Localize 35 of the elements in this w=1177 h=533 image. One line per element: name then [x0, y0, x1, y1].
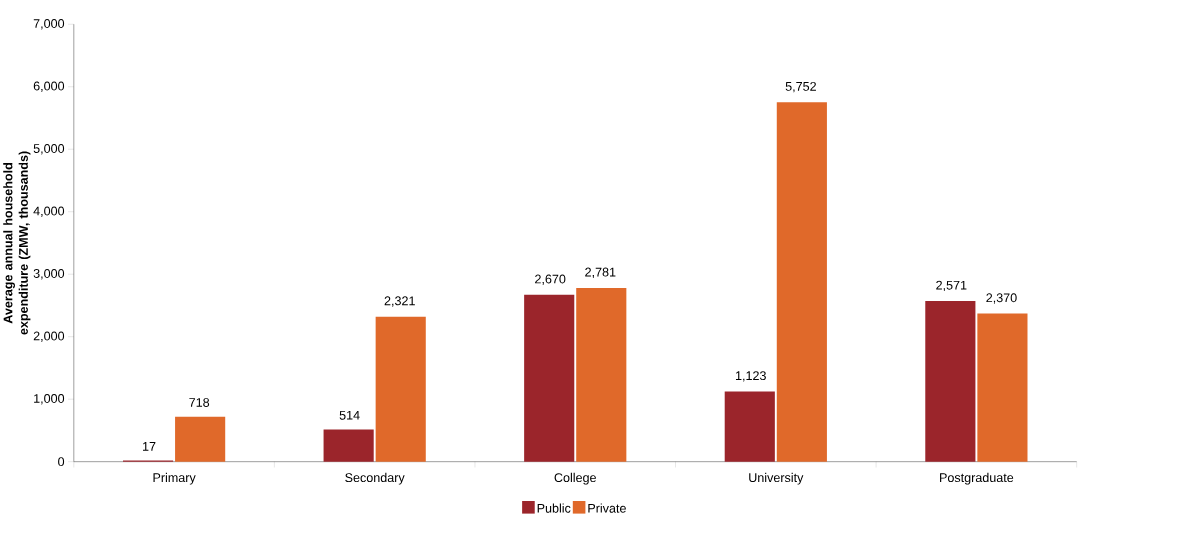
data-label: 2,571: [936, 280, 967, 291]
y-tick-label: 6,000: [33, 81, 65, 92]
data-label: 2,370: [986, 293, 1017, 304]
x-tick-label: Primary: [153, 472, 196, 485]
data-label: 514: [339, 410, 360, 420]
bar: [977, 313, 1028, 462]
legend-label: Public: [537, 503, 571, 513]
bar: [524, 294, 575, 462]
y-tick-label: 4,000: [33, 206, 65, 217]
y-tick-label: 5,000: [33, 143, 65, 155]
x-tick-label: Secondary: [345, 472, 405, 485]
x-tick-label: College: [554, 472, 596, 485]
x-tick-label: Postgraduate: [940, 472, 1014, 485]
bar: [175, 416, 226, 462]
bar: [925, 300, 976, 462]
y-tick-label: 7,000: [33, 18, 65, 30]
y-tick-label: 0: [58, 457, 65, 466]
data-label: 2,781: [585, 267, 616, 278]
data-label: 5,752: [785, 81, 816, 93]
bar: [323, 429, 374, 462]
data-label: 1,123: [735, 371, 766, 382]
bar: [375, 316, 426, 462]
y-axis-title: Average annual household expenditure (ZMW, thousands): [3, 151, 31, 335]
y-tick-label: 3,000: [33, 268, 65, 280]
x-tick-label: University: [749, 472, 804, 485]
data-label: 718: [189, 397, 210, 407]
data-label: 17: [143, 441, 156, 451]
bar: [724, 391, 775, 462]
legend-label: Private: [588, 503, 626, 513]
y-tick-label: 1,000: [34, 393, 65, 405]
bar: [576, 287, 627, 462]
data-label: 2,321: [384, 296, 415, 307]
y-tick-label: 2,000: [33, 331, 65, 342]
data-label: 2,670: [535, 274, 566, 285]
bar: [776, 102, 827, 462]
